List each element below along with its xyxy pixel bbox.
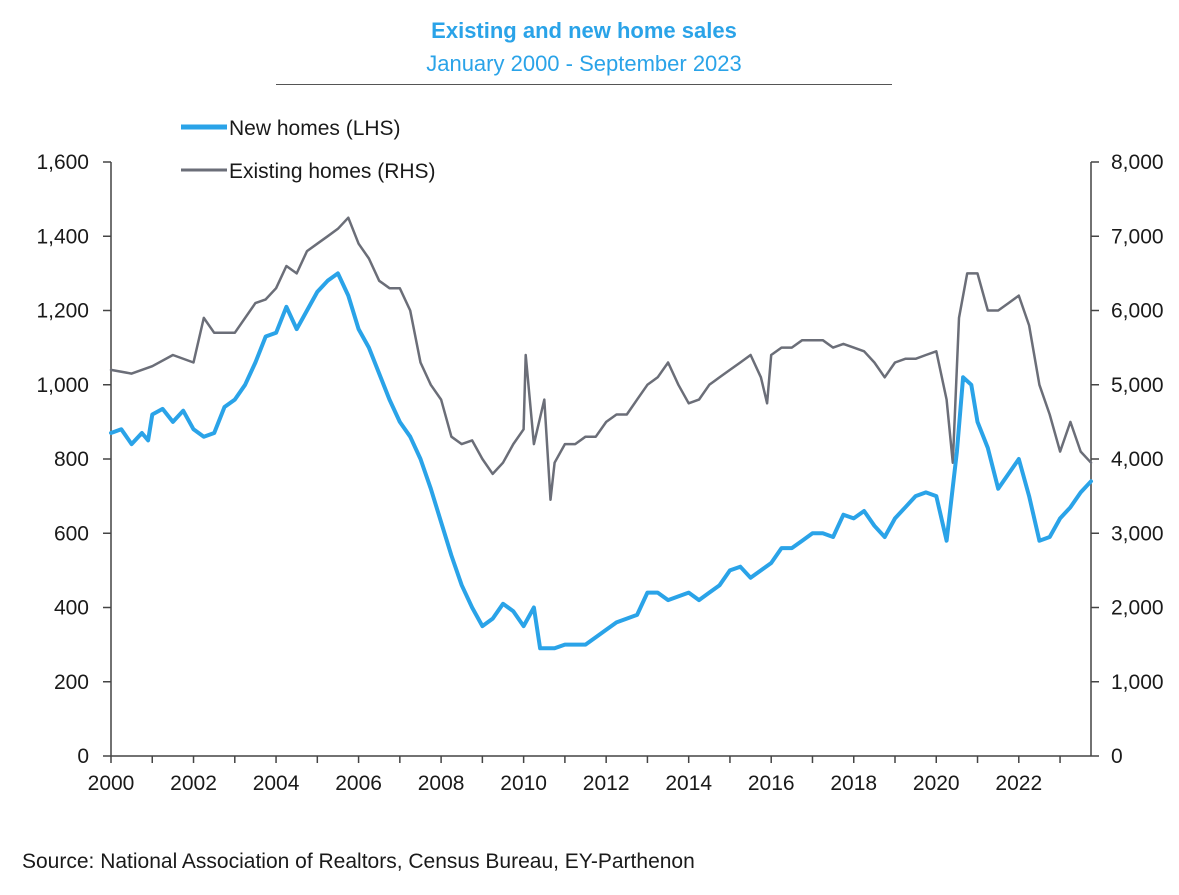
x-tick-label: 2020 bbox=[913, 772, 960, 795]
chart-subtitle: January 2000 - September 2023 bbox=[426, 51, 742, 76]
series-line-existing-homes bbox=[109, 216, 1093, 502]
left-y-tick-label: 1,000 bbox=[36, 374, 89, 397]
legend-label-new-homes: New homes (LHS) bbox=[229, 117, 401, 140]
right-y-tick-label: 6,000 bbox=[1111, 300, 1164, 323]
series-line-new-homes bbox=[109, 271, 1093, 651]
right-y-tick-label: 3,000 bbox=[1111, 522, 1164, 545]
right-y-tick-label: 4,000 bbox=[1111, 448, 1164, 471]
left-y-tick-label: 1,600 bbox=[36, 151, 89, 174]
left-y-tick-label: 400 bbox=[54, 597, 89, 620]
legend-label-existing-homes: Existing homes (RHS) bbox=[229, 160, 436, 183]
left-y-tick-label: 1,200 bbox=[36, 300, 89, 323]
x-tick-label: 2008 bbox=[418, 772, 465, 795]
legend: New homes (LHS) Existing homes (RHS) bbox=[181, 117, 436, 183]
right-y-tick-label: 8,000 bbox=[1111, 151, 1164, 174]
left-y-tick-label: 600 bbox=[54, 522, 89, 545]
series-layer bbox=[109, 216, 1093, 651]
x-tick-label: 2006 bbox=[335, 772, 382, 795]
right-y-tick-label: 2,000 bbox=[1111, 597, 1164, 620]
x-tick-label: 2000 bbox=[88, 772, 135, 795]
left-y-tick-label: 0 bbox=[77, 745, 89, 768]
left-y-tick-label: 800 bbox=[54, 448, 89, 471]
x-tick-label: 2022 bbox=[995, 772, 1042, 795]
x-tick-label: 2004 bbox=[253, 772, 300, 795]
right-y-tick-label: 5,000 bbox=[1111, 374, 1164, 397]
right-y-tick-label: 1,000 bbox=[1111, 671, 1164, 694]
x-tick-label: 2016 bbox=[748, 772, 795, 795]
left-y-tick-label: 1,400 bbox=[36, 225, 89, 248]
chart-title: Existing and new home sales bbox=[431, 18, 737, 43]
axes: 0 200 400 600 800 1,000 1,200 1,400 1,600 0 1,000 2… bbox=[36, 151, 1163, 795]
left-y-tick-label: 200 bbox=[54, 671, 89, 694]
x-tick-label: 2002 bbox=[170, 772, 217, 795]
right-y-tick-label: 0 bbox=[1111, 745, 1123, 768]
x-tick-label: 2018 bbox=[830, 772, 877, 795]
x-tick-label: 2012 bbox=[583, 772, 630, 795]
x-tick-label: 2014 bbox=[665, 772, 712, 795]
source-note: Source: National Association of Realtors… bbox=[22, 850, 695, 873]
title-divider bbox=[276, 84, 892, 85]
x-tick-label: 2010 bbox=[500, 772, 547, 795]
right-y-tick-label: 7,000 bbox=[1111, 225, 1164, 248]
